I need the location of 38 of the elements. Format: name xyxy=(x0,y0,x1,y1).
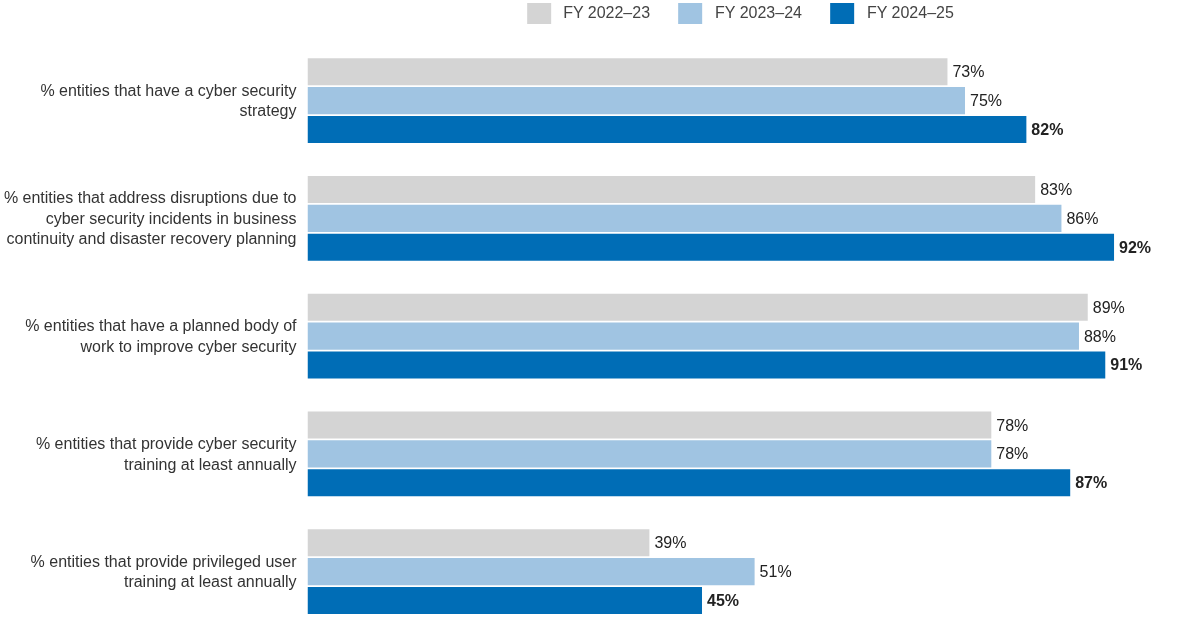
bar xyxy=(307,175,1036,204)
data-label: 92% xyxy=(1119,238,1152,256)
data-label: 78% xyxy=(996,416,1029,434)
bar xyxy=(307,440,992,468)
bar xyxy=(307,233,1115,261)
bar xyxy=(307,558,755,586)
bar xyxy=(307,293,1088,321)
bar xyxy=(307,322,1079,350)
bar xyxy=(307,529,650,557)
data-label: 86% xyxy=(1066,209,1099,227)
data-label: 45% xyxy=(707,591,740,609)
y-tick-label: % entities that have a cyber security strategy xyxy=(40,81,297,120)
data-label: 82% xyxy=(1031,120,1064,138)
legend-label: FY 2022–23 xyxy=(563,4,651,22)
bar xyxy=(307,351,1106,379)
bar xyxy=(307,586,702,615)
bar xyxy=(307,58,948,86)
data-label: 78% xyxy=(996,445,1029,463)
y-tick-label: % entities that have a planned body of work to improve cyber security xyxy=(25,317,298,355)
data-label: 91% xyxy=(1110,356,1143,374)
data-label: 51% xyxy=(759,563,792,581)
data-label: 89% xyxy=(1092,298,1125,316)
legend-label: FY 2024–25 xyxy=(866,4,954,22)
bar xyxy=(307,115,1027,143)
legend-label: FY 2023–24 xyxy=(715,4,802,22)
data-label: 39% xyxy=(654,534,687,552)
bar xyxy=(307,87,966,115)
data-label: 75% xyxy=(970,92,1003,110)
data-label: 83% xyxy=(1040,181,1073,198)
bar xyxy=(307,411,992,439)
data-label: 87% xyxy=(1075,474,1108,492)
data-label: 73% xyxy=(952,63,985,81)
bar xyxy=(307,469,1071,497)
data-label: 88% xyxy=(1083,327,1117,345)
y-tick-label: % entities that address disruptions due to cyber security incidents in business continuity and disaster recovery planning xyxy=(3,189,297,248)
y-tick-label: % entities that provide cyber security training at least annually xyxy=(35,435,297,473)
y-tick-label: % entities that provide privileged user training at least annually xyxy=(30,552,298,591)
bar xyxy=(307,204,1062,232)
